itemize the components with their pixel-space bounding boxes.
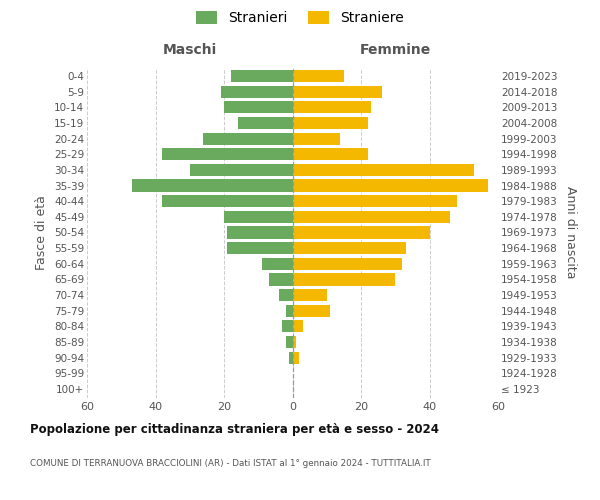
Bar <box>163 148 293 160</box>
Bar <box>227 226 293 238</box>
Bar <box>293 226 430 238</box>
Bar <box>293 336 296 348</box>
Text: Femmine: Femmine <box>359 42 431 56</box>
Bar <box>224 102 293 114</box>
Bar <box>286 304 293 317</box>
Text: COMUNE DI TERRANUOVA BRACCIOLINI (AR) - Dati ISTAT al 1° gennaio 2024 - TUTTITAL: COMUNE DI TERRANUOVA BRACCIOLINI (AR) - … <box>30 459 431 468</box>
Bar <box>286 336 293 348</box>
Bar <box>293 320 303 332</box>
Bar <box>293 148 368 160</box>
Bar <box>293 352 299 364</box>
Bar <box>289 352 293 364</box>
Bar <box>238 117 293 129</box>
Legend: Stranieri, Straniere: Stranieri, Straniere <box>192 7 408 30</box>
Bar <box>224 211 293 223</box>
Y-axis label: Fasce di età: Fasce di età <box>35 195 49 270</box>
Bar <box>293 70 344 82</box>
Bar <box>190 164 293 176</box>
Bar <box>293 132 340 145</box>
Bar <box>282 320 293 332</box>
Bar <box>293 102 371 114</box>
Bar <box>293 274 395 285</box>
Bar <box>262 258 293 270</box>
Bar <box>293 304 330 317</box>
Bar <box>279 289 293 301</box>
Y-axis label: Anni di nascita: Anni di nascita <box>565 186 577 279</box>
Bar <box>293 242 406 254</box>
Bar <box>227 242 293 254</box>
Text: Popolazione per cittadinanza straniera per età e sesso - 2024: Popolazione per cittadinanza straniera p… <box>30 422 439 436</box>
Bar <box>293 164 474 176</box>
Bar <box>163 195 293 207</box>
Bar <box>293 180 488 192</box>
Bar <box>203 132 293 145</box>
Bar <box>293 117 368 129</box>
Bar <box>293 211 450 223</box>
Bar <box>231 70 293 82</box>
Bar <box>293 195 457 207</box>
Bar <box>221 86 293 98</box>
Bar <box>293 86 382 98</box>
Bar <box>131 180 293 192</box>
Bar <box>293 258 402 270</box>
Bar <box>269 274 293 285</box>
Bar <box>293 289 327 301</box>
Text: Maschi: Maschi <box>163 42 217 56</box>
